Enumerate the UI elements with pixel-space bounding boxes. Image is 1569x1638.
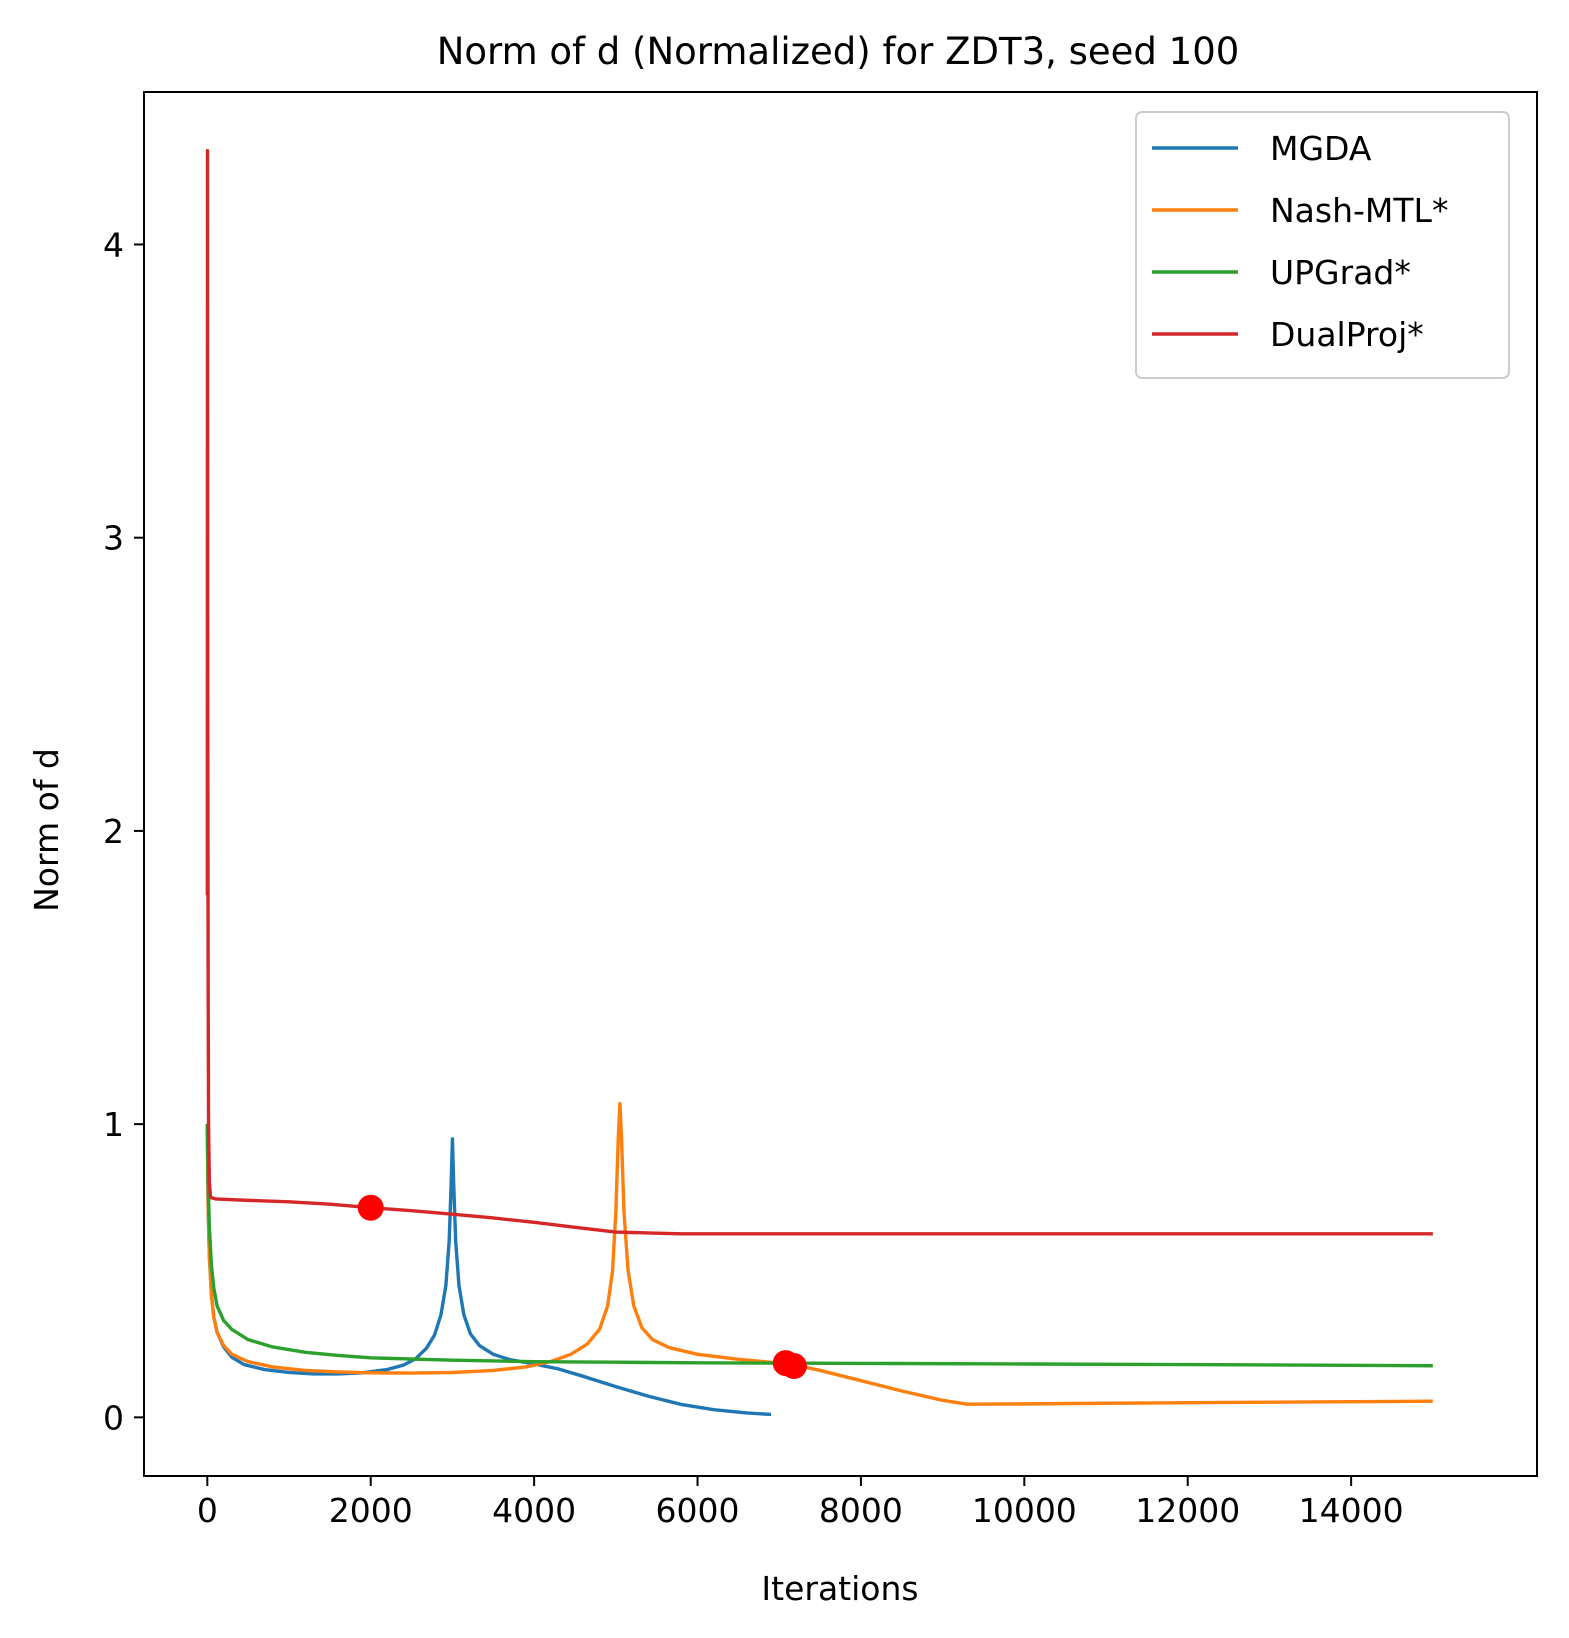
x-tick-label: 8000: [819, 1491, 903, 1530]
marker-point: [780, 1353, 807, 1380]
y-tick-label: 1: [103, 1105, 124, 1144]
legend-label: UPGrad*: [1270, 253, 1411, 292]
y-tick-label: 0: [103, 1398, 124, 1437]
legend: MGDA Nash-MTL* UPGrad* DualProj*: [1135, 111, 1510, 379]
x-tick-label: 10000: [972, 1491, 1077, 1530]
legend-box: [1135, 111, 1510, 379]
x-tick-label: 0: [197, 1491, 218, 1530]
y-axis-ticks: 0 1 2 3 4: [103, 225, 144, 1437]
y-axis-label: Norm of d: [27, 748, 66, 912]
legend-label: Nash-MTL*: [1270, 191, 1448, 230]
legend-label: MGDA: [1270, 129, 1372, 168]
x-tick-label: 14000: [1299, 1491, 1404, 1530]
y-tick-label: 4: [103, 225, 124, 264]
marker-layer: [357, 1194, 807, 1380]
marker-point: [357, 1194, 384, 1221]
y-tick-label: 2: [103, 812, 124, 851]
x-axis-ticks: 0 2000 4000 6000 8000 10000 12000 14000: [197, 1476, 1404, 1530]
series-layer: [205, 148, 1433, 1417]
series-line-upgrad: [205, 1124, 1433, 1368]
legend-label: DualProj*: [1270, 315, 1424, 354]
x-tick-label: 6000: [656, 1491, 740, 1530]
chart-title: Norm of d (Normalized) for ZDT3, seed 10…: [437, 30, 1240, 73]
x-tick-label: 4000: [492, 1491, 576, 1530]
axes-frame: [143, 91, 1538, 1477]
y-tick-label: 3: [103, 519, 124, 558]
x-tick-label: 12000: [1135, 1491, 1240, 1530]
x-axis-label: Iterations: [761, 1569, 918, 1608]
series-line-dualproj: [205, 148, 1433, 1236]
series-line-nash-mtl: [205, 1101, 1433, 1406]
x-tick-label: 2000: [329, 1491, 413, 1530]
